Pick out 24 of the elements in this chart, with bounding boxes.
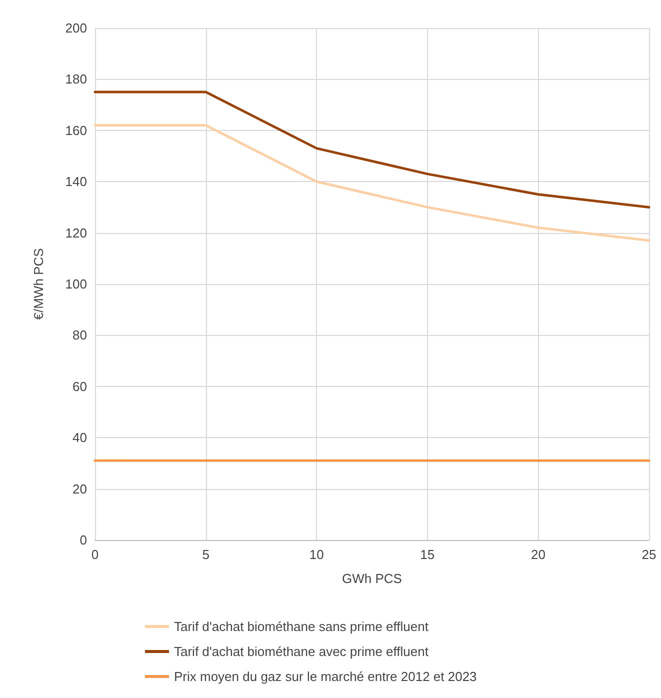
x-tick-label: 25 xyxy=(642,547,656,562)
y-tick-label: 100 xyxy=(65,276,87,292)
x-tick-label: 15 xyxy=(420,547,435,562)
y-tick-label: 60 xyxy=(72,378,87,394)
y-tick-label: 200 xyxy=(65,20,87,36)
x-tick-label: 5 xyxy=(202,547,210,562)
x-tick-label: 20 xyxy=(530,547,546,562)
legend-label: Tarif d'achat biométhane avec prime effluent xyxy=(174,644,429,659)
x-axis-title: GWh PCS xyxy=(342,571,402,586)
legend-label: Tarif d'achat biométhane sans prime effluent xyxy=(174,619,429,634)
y-tick-label: 20 xyxy=(72,481,87,496)
x-tick-label: 10 xyxy=(309,547,324,562)
legend-label: Prix moyen du gaz sur le marché entre 2012 et 2023 xyxy=(174,669,477,684)
y-tick-label: 180 xyxy=(65,72,87,87)
y-tick-label: 160 xyxy=(65,122,87,138)
line-series xyxy=(94,90,650,208)
y-tick-label: 120 xyxy=(65,225,87,240)
y-tick-label: 40 xyxy=(72,430,87,446)
x-tick-label: 0 xyxy=(91,547,99,562)
line-series xyxy=(94,124,650,242)
y-tick-label: 140 xyxy=(65,174,87,190)
y-axis-title: €/MWh PCS xyxy=(31,248,46,320)
y-tick-label: 80 xyxy=(72,328,87,343)
y-tick-label: 0 xyxy=(80,532,87,548)
